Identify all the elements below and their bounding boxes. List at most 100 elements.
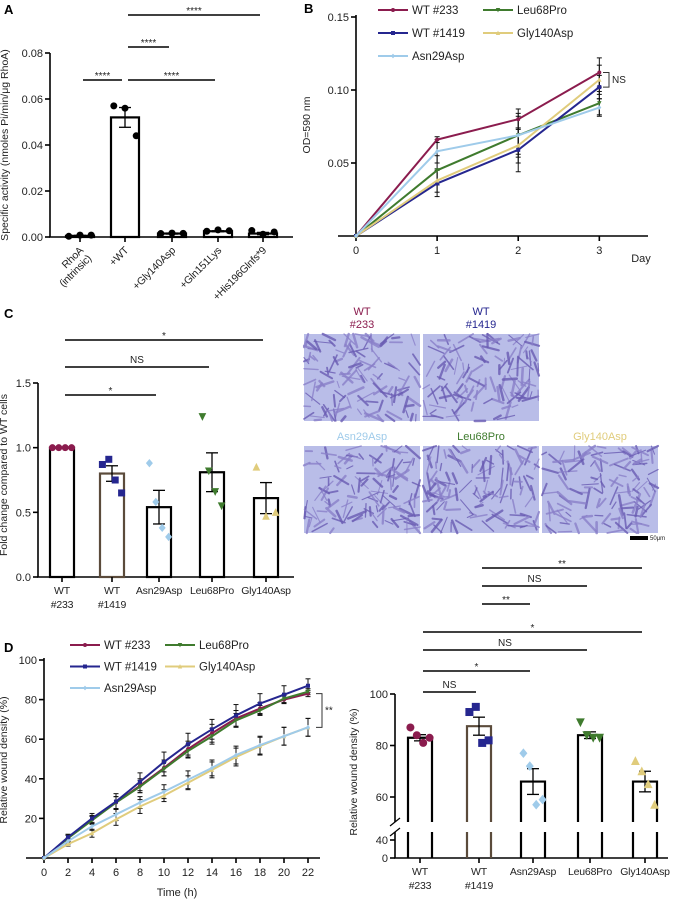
- x-tick-label: 20: [278, 867, 290, 879]
- x-tick-label: +WT: [107, 244, 131, 268]
- stained-cell: [567, 458, 585, 473]
- stained-cell: [440, 516, 448, 534]
- stained-cell: [312, 354, 319, 362]
- data-point: [217, 502, 226, 511]
- stained-cell: [472, 363, 484, 372]
- data-point: [471, 702, 480, 711]
- data-point: [234, 752, 238, 758]
- stained-cell: [318, 379, 326, 388]
- significance-label: NS: [528, 574, 542, 585]
- stained-cell: [621, 447, 633, 456]
- stained-cell: [388, 494, 398, 501]
- stained-cell: [463, 384, 468, 394]
- data-point: [214, 226, 222, 234]
- legend-marker: [83, 685, 87, 691]
- y-tick-label: 0.00: [22, 232, 43, 244]
- data-point: [282, 733, 286, 739]
- stained-cell: [324, 446, 329, 460]
- stained-cell: [425, 360, 436, 377]
- series-line-wt-1419: [43, 684, 309, 859]
- stained-cell: [446, 480, 451, 492]
- stained-cell: [332, 356, 339, 366]
- stained-cell: [456, 371, 465, 385]
- stained-cell: [491, 337, 502, 345]
- x-tick-label: #233: [409, 880, 432, 892]
- stained-cell: [609, 486, 619, 506]
- stained-cell: [513, 516, 530, 526]
- stained-cell: [444, 358, 454, 373]
- data-point: [597, 70, 602, 75]
- stained-cell: [387, 385, 394, 394]
- stained-cell: [474, 355, 490, 364]
- stained-cell: [493, 414, 502, 421]
- stained-cell: [588, 445, 603, 457]
- stained-cell: [397, 388, 409, 397]
- stained-cell: [510, 379, 516, 397]
- stained-cell: [328, 339, 336, 347]
- panel-c-bar-chart: 0.0 0.5 1.0 1.5 Fold change compared to WT c…: [0, 331, 294, 611]
- scale-bar: [630, 536, 648, 540]
- data-point: [282, 692, 286, 697]
- stained-cell: [408, 493, 413, 506]
- x-tick-label: +Gly140Asp: [130, 244, 178, 292]
- stained-cell: [526, 525, 539, 528]
- stained-cell: [619, 501, 634, 507]
- micrograph-label: Asn29Asp: [337, 431, 387, 443]
- data-point: [152, 497, 160, 507]
- stained-cell: [649, 490, 657, 507]
- x-tick-label: +Gln151Lys: [177, 245, 224, 292]
- stained-cell: [524, 494, 535, 508]
- y-tick-label: 0.02: [22, 186, 43, 198]
- data-point: [354, 233, 358, 239]
- stained-cell: [361, 491, 381, 501]
- x-tick-label: #1419: [465, 880, 494, 892]
- stained-cell: [519, 524, 528, 529]
- stained-cell: [470, 401, 475, 412]
- panel-a-bar-chart: 0.00 0.02 0.04 0.06 0.08 Specific activity (n…: [0, 6, 293, 303]
- stained-cell: [343, 506, 353, 522]
- stained-cell: [347, 386, 365, 396]
- stained-cell: [346, 396, 352, 409]
- stained-cell: [439, 462, 443, 472]
- x-tick-label: 14: [206, 867, 218, 879]
- stained-cell: [556, 490, 573, 506]
- stained-cell: [341, 375, 361, 380]
- stained-cell: [471, 459, 481, 469]
- data-point: [248, 227, 256, 235]
- stained-cell: [498, 495, 509, 499]
- significance-label: NS: [130, 355, 144, 366]
- stained-cell: [348, 362, 362, 369]
- stained-cell: [453, 356, 459, 375]
- data-point: [597, 77, 602, 82]
- stained-cell: [412, 458, 415, 466]
- stained-cell: [468, 377, 485, 387]
- stained-cell: [464, 393, 469, 404]
- stained-cell: [437, 360, 447, 369]
- legend-label: Asn29Asp: [412, 51, 464, 63]
- y-tick-label: 0.04: [22, 140, 43, 152]
- stained-cell: [343, 333, 356, 345]
- y-axis-label: Specific activity (nmoles Pi/min/μg RhoA…: [0, 49, 11, 241]
- x-tick-label: Leu68Pro: [568, 866, 612, 878]
- data-point: [643, 779, 653, 789]
- stained-cell: [346, 510, 367, 520]
- stained-cell: [521, 395, 540, 402]
- data-point: [185, 780, 191, 785]
- stained-cell: [478, 337, 500, 344]
- stained-cell: [609, 457, 629, 467]
- stained-cell: [515, 378, 531, 395]
- stained-cell: [596, 497, 601, 509]
- data-point: [137, 804, 143, 809]
- stained-cell: [312, 506, 321, 523]
- data-point: [90, 816, 94, 821]
- data-point: [525, 761, 534, 771]
- data-point: [121, 104, 129, 112]
- stained-cell: [472, 492, 480, 500]
- x-tick-label: 4: [89, 867, 95, 879]
- stained-cell: [318, 486, 331, 495]
- stained-cell: [357, 394, 369, 407]
- stained-cell: [360, 478, 369, 487]
- stained-cell: [430, 518, 443, 534]
- data-point: [132, 132, 140, 140]
- stained-cell: [533, 361, 541, 377]
